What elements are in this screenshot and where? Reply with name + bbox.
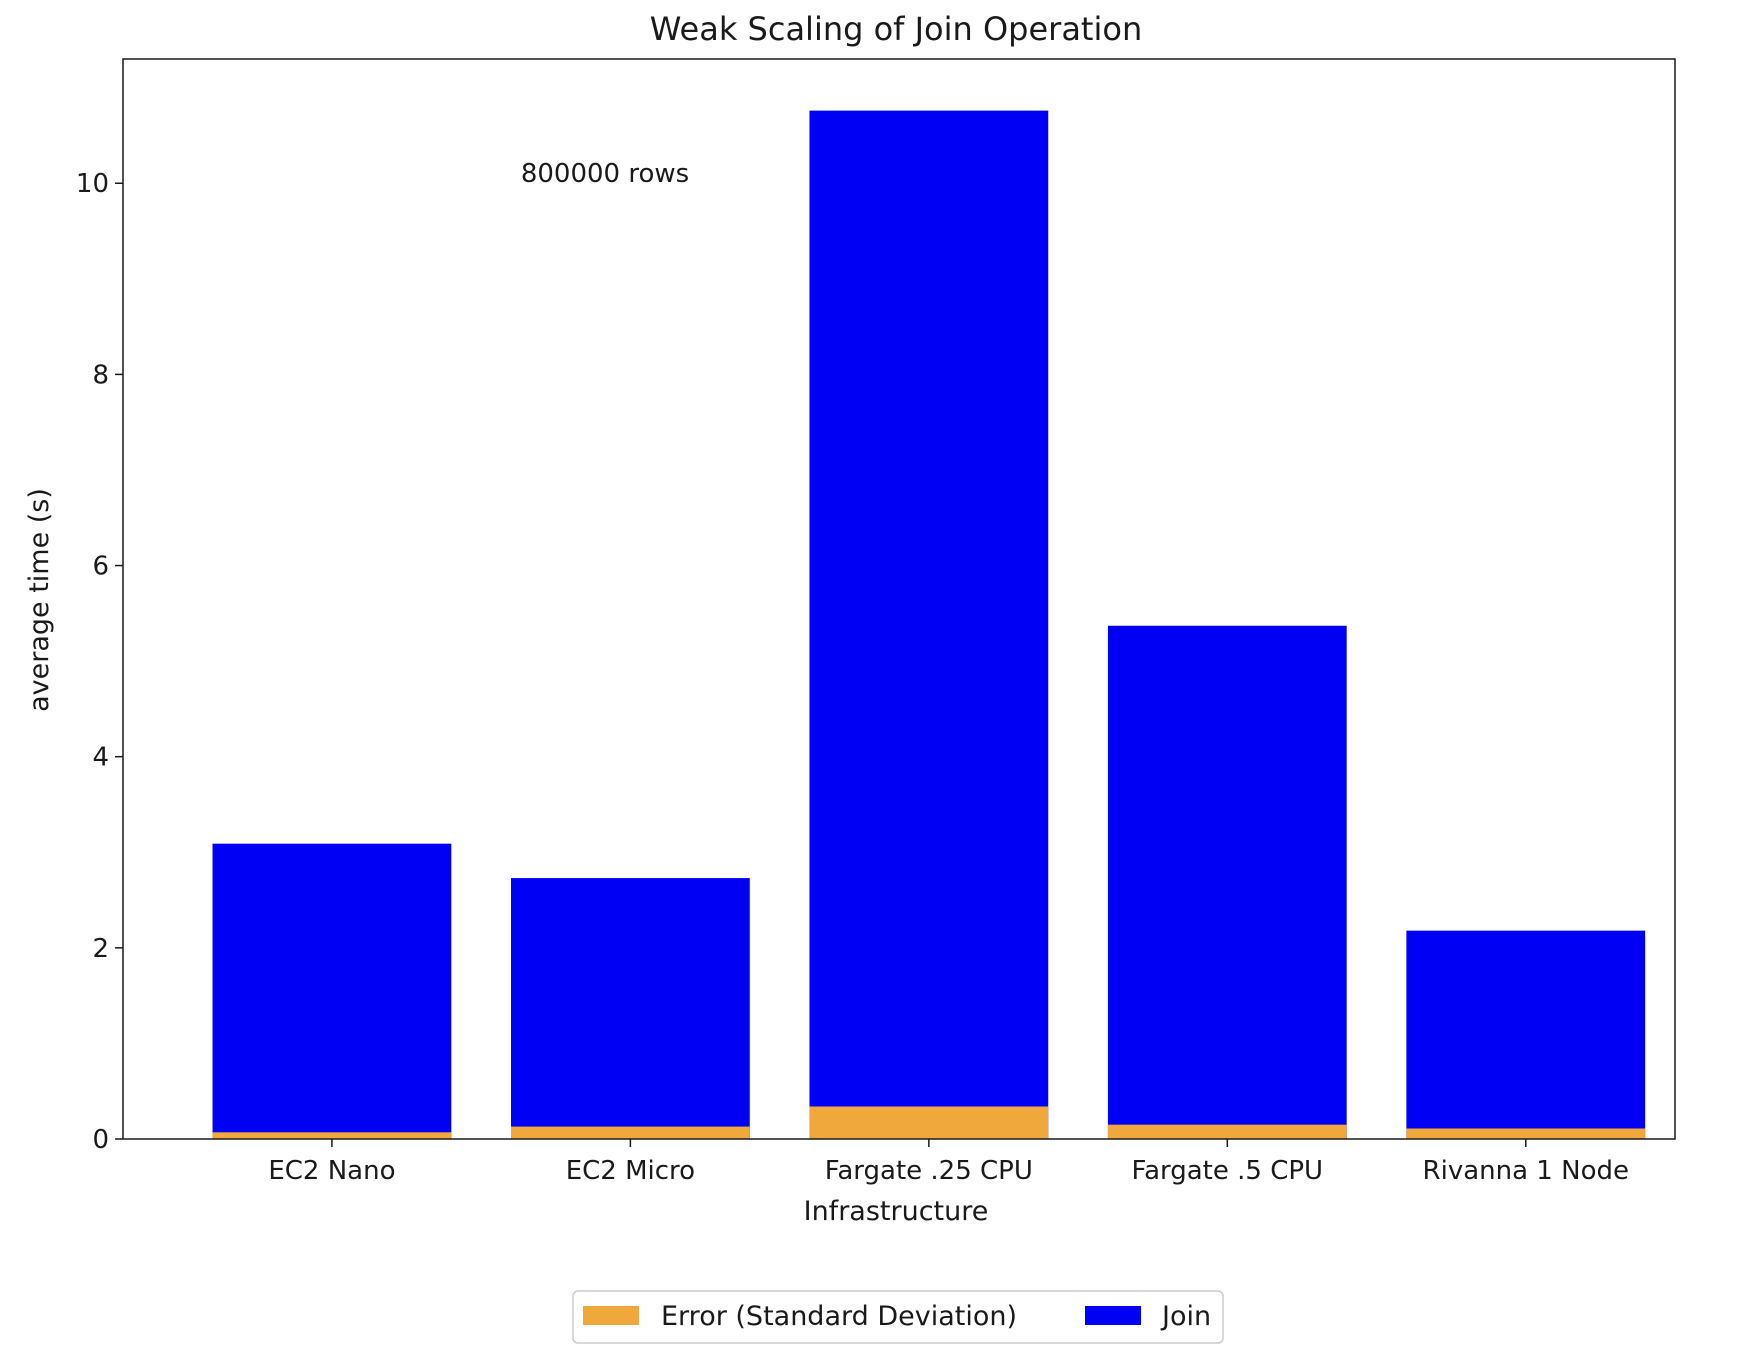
y-tick-label-4: 4 [92,743,109,773]
legend-label-join: Join [1160,1301,1211,1332]
legend-swatch-error [583,1306,639,1325]
bar-error-2 [809,1106,1049,1139]
x-axis-label: Infrastructure [804,1196,989,1227]
bar-join-4 [1406,930,1646,1139]
bar-join-1 [511,878,750,1139]
legend-label-error: Error (Standard Deviation) [661,1301,1017,1332]
y-axis-label: average time (s) [24,488,55,712]
x-tick-label-1: EC2 Micro [566,1156,695,1186]
y-tick-label-0: 0 [92,1125,109,1155]
bar-error-4 [1406,1128,1646,1139]
legend: Error (Standard Deviation) Join [572,1290,1224,1344]
bar-join-0 [212,843,452,1139]
legend-swatch-join [1085,1306,1141,1325]
x-tick-label-0: EC2 Nano [268,1156,395,1186]
x-tick-label-4: Rivanna 1 Node [1423,1156,1629,1186]
legend-frame [572,1290,1224,1344]
bar-error-0 [212,1132,452,1139]
bar-error-1 [511,1126,750,1139]
y-axis: 0 2 4 6 8 10 [76,169,123,1155]
x-axis: EC2 Nano EC2 Micro Fargate .25 CPU Fargate … [268,1139,1629,1186]
y-tick-label-2: 2 [92,934,109,964]
y-tick-label-6: 6 [92,552,109,582]
bars-layer [212,110,1646,1140]
chart-title: Weak Scaling of Join Operation [650,10,1142,48]
y-tick-label-10: 10 [76,169,109,199]
bar-join-3 [1107,625,1347,1139]
x-tick-label-2: Fargate .25 CPU [825,1156,1033,1186]
x-tick-label-3: Fargate .5 CPU [1132,1156,1324,1186]
bar-error-3 [1107,1124,1347,1139]
y-tick-label-8: 8 [92,360,109,390]
rows-annotation: 800000 rows [521,159,689,189]
bar-join-2 [809,110,1049,1140]
plot-area-frame [122,58,1676,1140]
